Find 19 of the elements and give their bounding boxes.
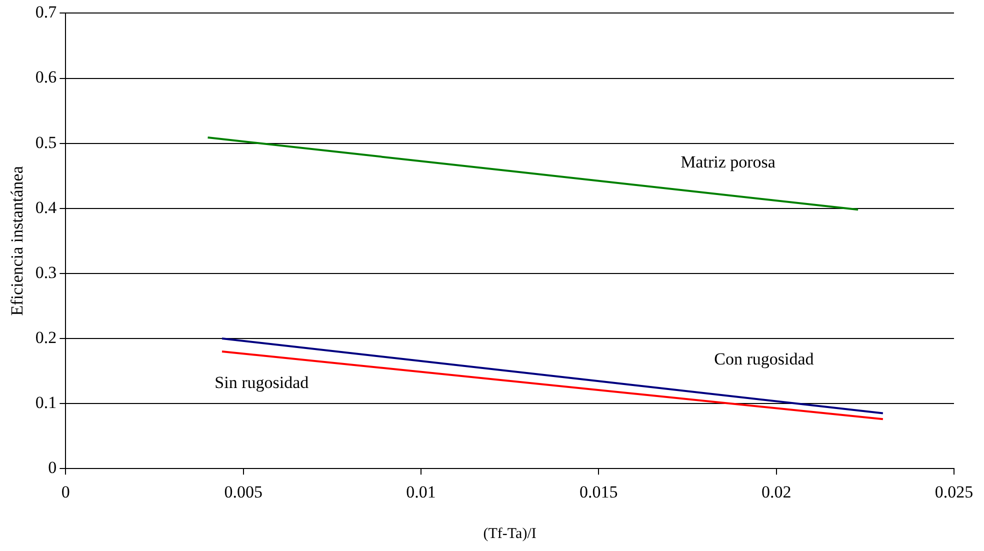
y-tick-label: 0.6 xyxy=(35,68,57,87)
x-tick-label: 0.015 xyxy=(580,482,618,502)
series-label: Sin rugosidad xyxy=(214,373,310,392)
y-tick-label: 0.7 xyxy=(35,2,58,22)
y-tick-label: 0.1 xyxy=(35,393,57,412)
series-label: Matriz porosa xyxy=(680,152,776,172)
x-tick-label: 0 xyxy=(61,482,70,502)
x-tick-label: 0.005 xyxy=(224,482,262,502)
x-tick-label: 0.01 xyxy=(406,482,436,502)
y-tick-label: 0.4 xyxy=(35,198,58,217)
x-tick-label: 0.025 xyxy=(934,482,974,502)
y-axis-title: Eficiencia instantánea xyxy=(8,166,27,316)
y-tick-label: 0.2 xyxy=(35,328,57,347)
series-label: Con rugosidad xyxy=(714,349,814,368)
x-axis-title: (Tf-Ta)/I xyxy=(483,526,536,542)
y-tick-label: 0 xyxy=(48,458,57,478)
y-tick-label: 0.5 xyxy=(35,132,57,152)
y-tick-label: 0.3 xyxy=(35,262,57,282)
x-tick-label: 0.02 xyxy=(761,482,792,502)
